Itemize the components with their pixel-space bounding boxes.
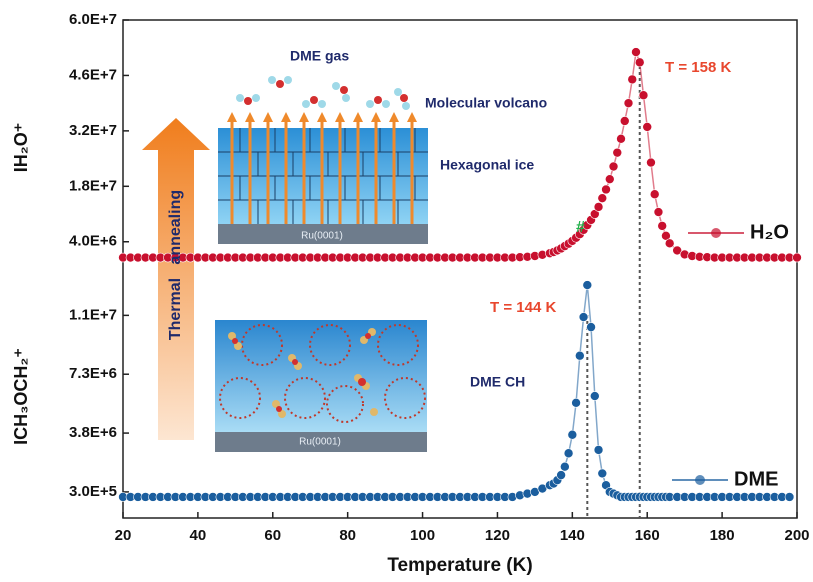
legend-marker [711, 228, 721, 238]
x-tick-label: 60 [264, 527, 281, 544]
x-tick-label: 200 [784, 527, 809, 544]
data-point [643, 122, 652, 131]
x-axis-label: Temperature (K) [387, 555, 532, 576]
inset-label: DME gas [290, 48, 349, 64]
data-point [665, 239, 674, 248]
data-point [594, 202, 603, 211]
data-point [564, 449, 573, 458]
data-point [572, 398, 581, 407]
data-point [613, 148, 622, 157]
x-tick-label: 120 [485, 527, 510, 544]
data-point [646, 158, 655, 167]
y-tick-label: 1.8E+7 [69, 177, 117, 194]
data-point [658, 221, 667, 230]
data-point [583, 281, 592, 290]
data-point [560, 462, 569, 471]
y-tick-label: 6.0E+7 [69, 11, 117, 28]
y-tick-label: 3.8E+6 [69, 424, 117, 441]
data-point [568, 430, 577, 439]
annotation: T = 144 K [490, 299, 556, 316]
y-tick-label: 7.3E+6 [69, 365, 117, 382]
data-point [628, 75, 637, 84]
data-point [594, 445, 603, 454]
chart: 6.0E+7 4.6E+7 3.2E+7 1.8E+7 4.0E+6 IH₂O⁺ H₂O T … [0, 0, 813, 582]
x-tick-label: 80 [339, 527, 356, 544]
data-point [575, 351, 584, 360]
x-tick-label: 20 [115, 527, 132, 544]
data-point [793, 253, 802, 262]
data-point [631, 48, 640, 57]
y-tick-label: 3.2E+7 [69, 122, 117, 139]
page: {"chart_data": [ {"type": "line", "ylabe… [0, 0, 813, 582]
data-point [579, 313, 588, 322]
x-tick-label: 140 [560, 527, 585, 544]
data-point [598, 194, 607, 203]
annotation: # [576, 219, 585, 236]
x-tick-label: 160 [635, 527, 660, 544]
inset-label: DME CH [470, 374, 525, 390]
data-point [557, 471, 566, 480]
inset-label: Ru(0001) [301, 231, 343, 242]
data-point [598, 469, 607, 478]
legend-marker [695, 475, 705, 485]
y-tick-label: 3.0E+5 [69, 483, 117, 500]
y-tick-label: 4.0E+6 [69, 233, 117, 250]
data-point [590, 392, 599, 401]
data-point [617, 134, 626, 143]
ice-inset [218, 76, 428, 244]
data-point [624, 99, 633, 108]
x-tick-label: 180 [710, 527, 735, 544]
y-axis-label: IH₂O⁺ [11, 123, 31, 173]
legend-label: H₂O [750, 221, 789, 243]
data-point [602, 185, 611, 194]
x-tick-label: 100 [410, 527, 435, 544]
x-tick-label: 40 [190, 527, 207, 544]
y-tick-label: 1.1E+7 [69, 306, 117, 323]
legend-label: DME [734, 468, 778, 490]
ch-inset [215, 320, 427, 452]
data-point [605, 175, 614, 184]
y-axis-label: ICH₃OCH₂⁺ [11, 348, 31, 445]
arrow-label: Thermal annealing [167, 190, 184, 340]
inset-label: Hexagonal ice [440, 157, 534, 173]
data-point [635, 58, 644, 67]
inset-label: Molecular volcano [425, 95, 547, 111]
data-point [785, 492, 794, 501]
data-point [650, 190, 659, 199]
data-point [639, 91, 648, 100]
annotation: T = 158 K [665, 59, 731, 76]
data-point [609, 162, 618, 171]
y-tick-label: 4.6E+7 [69, 66, 117, 83]
data-point [654, 208, 663, 217]
data-point [620, 116, 629, 125]
data-point [587, 323, 596, 332]
inset-label: Ru(0001) [299, 437, 341, 448]
